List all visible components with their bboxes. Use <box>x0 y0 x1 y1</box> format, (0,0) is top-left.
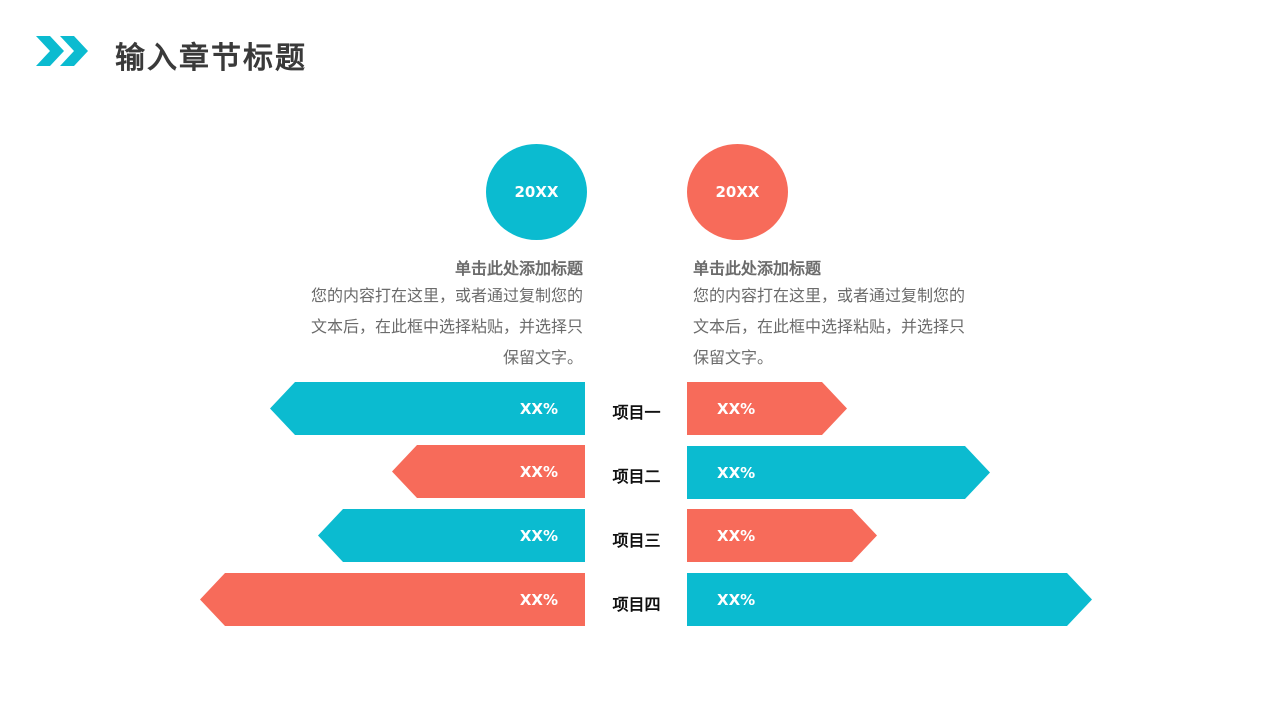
right-bar-4: XX% <box>687 573 1092 626</box>
right-bar-3: XX% <box>687 509 877 562</box>
right-body: 您的内容打在这里，或者通过复制您的文本后，在此框中选择粘贴，并选择只保留文字。 <box>693 286 966 367</box>
left-bar-4: XX% <box>200 573 585 626</box>
right-bar-2: XX% <box>687 446 990 499</box>
right-heading: 单击此处添加标题 <box>693 259 822 278</box>
left-bar-2: XX% <box>392 445 585 498</box>
year-circle-left: 20XX <box>486 144 587 240</box>
item-label-2: 项目二 <box>612 467 661 486</box>
left-bar-3: XX% <box>318 509 585 562</box>
left-bar-1: XX% <box>270 382 585 435</box>
page-title: 输入章节标题 <box>115 41 307 76</box>
left-heading: 单击此处添加标题 <box>454 259 583 278</box>
left-body: 您的内容打在这里，或者通过复制您的文本后，在此框中选择粘贴，并选择只保留文字。 <box>310 286 583 367</box>
item-label-1: 项目一 <box>612 403 661 422</box>
item-label-4: 项目四 <box>612 595 661 614</box>
year-circle-right: 20XX <box>687 144 788 240</box>
item-label-3: 项目三 <box>612 531 661 550</box>
right-bar-1: XX% <box>687 382 847 435</box>
chevron-double-icon <box>36 36 88 66</box>
